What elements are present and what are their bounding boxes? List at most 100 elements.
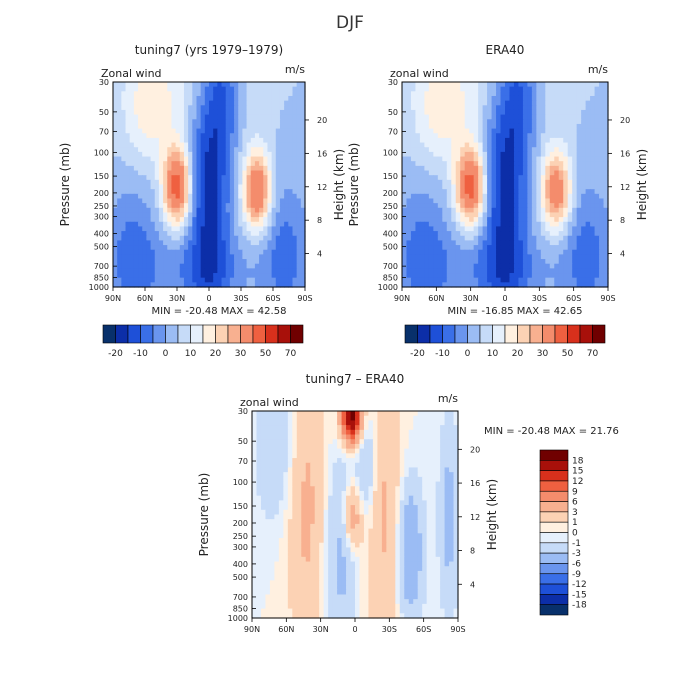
- field-cell: [163, 273, 168, 279]
- field-cell: [599, 273, 605, 279]
- field-cell: [158, 263, 164, 269]
- field-cell: [188, 119, 193, 125]
- field-cell: [572, 245, 578, 251]
- field-cell: [150, 147, 156, 153]
- field-cell: [355, 476, 361, 483]
- field-cell: [496, 161, 502, 167]
- field-cell: [549, 82, 555, 88]
- field-cell: [259, 207, 264, 214]
- field-cell: [549, 109, 555, 116]
- field-cell: [518, 142, 524, 148]
- field-cell: [381, 443, 387, 450]
- field-cell: [292, 282, 298, 288]
- field-cell: [154, 170, 160, 176]
- field-cell: [150, 221, 156, 228]
- field-cell: [279, 142, 285, 148]
- field-cell: [274, 472, 280, 478]
- field-cell: [204, 259, 210, 265]
- field-cell: [513, 123, 520, 130]
- field-cell: [469, 277, 475, 283]
- field-cell: [217, 226, 223, 232]
- field-cell: [599, 109, 605, 116]
- field-cell: [406, 189, 412, 195]
- field-cell: [204, 240, 210, 246]
- field-cell: [549, 105, 555, 111]
- field-cell: [513, 277, 520, 283]
- field-cell: [142, 133, 147, 139]
- field-cell: [460, 217, 466, 223]
- field-cell: [305, 467, 311, 473]
- field-cell: [522, 82, 528, 88]
- field-cell: [225, 114, 231, 120]
- field-cell: [451, 184, 457, 190]
- field-cell: [513, 109, 520, 116]
- field-cell: [558, 198, 564, 204]
- field-cell: [158, 105, 164, 111]
- field-cell: [200, 259, 206, 265]
- field-cell: [225, 268, 231, 274]
- field-cell: [254, 249, 260, 255]
- field-cell: [451, 151, 457, 158]
- field-cell: [581, 259, 587, 265]
- field-cell: [415, 207, 421, 214]
- colorbar-box: [202, 324, 216, 344]
- field-cell: [300, 119, 306, 125]
- field-cell: [125, 82, 131, 88]
- field-cell: [545, 128, 551, 134]
- field-cell: [250, 189, 256, 195]
- field-cell: [175, 198, 181, 204]
- field-cell: [585, 231, 591, 237]
- field-cell: [284, 179, 289, 186]
- field-cell: [509, 189, 515, 195]
- field-cell: [417, 467, 423, 473]
- colorbar-box: [227, 324, 241, 344]
- field-cell: [234, 207, 239, 214]
- field-cell: [419, 282, 425, 288]
- field-cell: [341, 453, 347, 459]
- field-cell: [536, 235, 542, 242]
- field-cell: [406, 123, 412, 130]
- field-cell: [431, 425, 437, 431]
- field-cell: [496, 170, 502, 176]
- field-cell: [142, 137, 147, 144]
- field-cell: [433, 179, 439, 186]
- field-cell: [554, 184, 560, 190]
- field-cell: [478, 91, 484, 97]
- colorbar-box: [404, 324, 418, 344]
- field-cell: [217, 212, 223, 218]
- field-cell: [125, 119, 131, 125]
- field-cell: [179, 240, 185, 246]
- field-cell: [188, 207, 193, 214]
- field-cell: [531, 142, 537, 148]
- field-cell: [288, 179, 294, 186]
- field-cell: [121, 254, 127, 260]
- field-cell: [585, 235, 591, 242]
- field-cell: [275, 193, 281, 200]
- field-cell: [419, 235, 425, 242]
- field-cell: [171, 123, 177, 130]
- field-cell: [314, 420, 320, 426]
- field-cell: [234, 203, 239, 209]
- field-cell: [292, 411, 298, 417]
- field-cell: [390, 458, 396, 464]
- field-cell: [259, 273, 264, 279]
- field-cell: [167, 109, 173, 116]
- field-cell: [138, 254, 143, 260]
- field-cell: [469, 151, 475, 158]
- field-cell: [372, 467, 378, 473]
- field-cell: [284, 170, 289, 176]
- field-cell: [473, 179, 479, 186]
- field-cell: [337, 462, 343, 469]
- field-cell: [363, 443, 370, 450]
- field-cell: [179, 86, 185, 92]
- field-cell: [171, 105, 177, 111]
- field-cell: [482, 165, 488, 172]
- field-cell: [221, 277, 227, 283]
- field-cell: [209, 156, 214, 162]
- field-cell: [491, 179, 497, 186]
- field-cell: [424, 151, 430, 158]
- field-cell: [300, 226, 306, 232]
- field-cell: [518, 245, 524, 251]
- field-cell: [482, 221, 488, 228]
- field-cell: [451, 165, 457, 172]
